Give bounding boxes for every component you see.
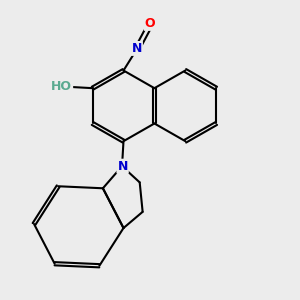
Text: HO: HO	[51, 80, 72, 93]
Text: O: O	[145, 17, 155, 30]
Text: N: N	[117, 160, 128, 173]
Text: N: N	[132, 42, 142, 55]
